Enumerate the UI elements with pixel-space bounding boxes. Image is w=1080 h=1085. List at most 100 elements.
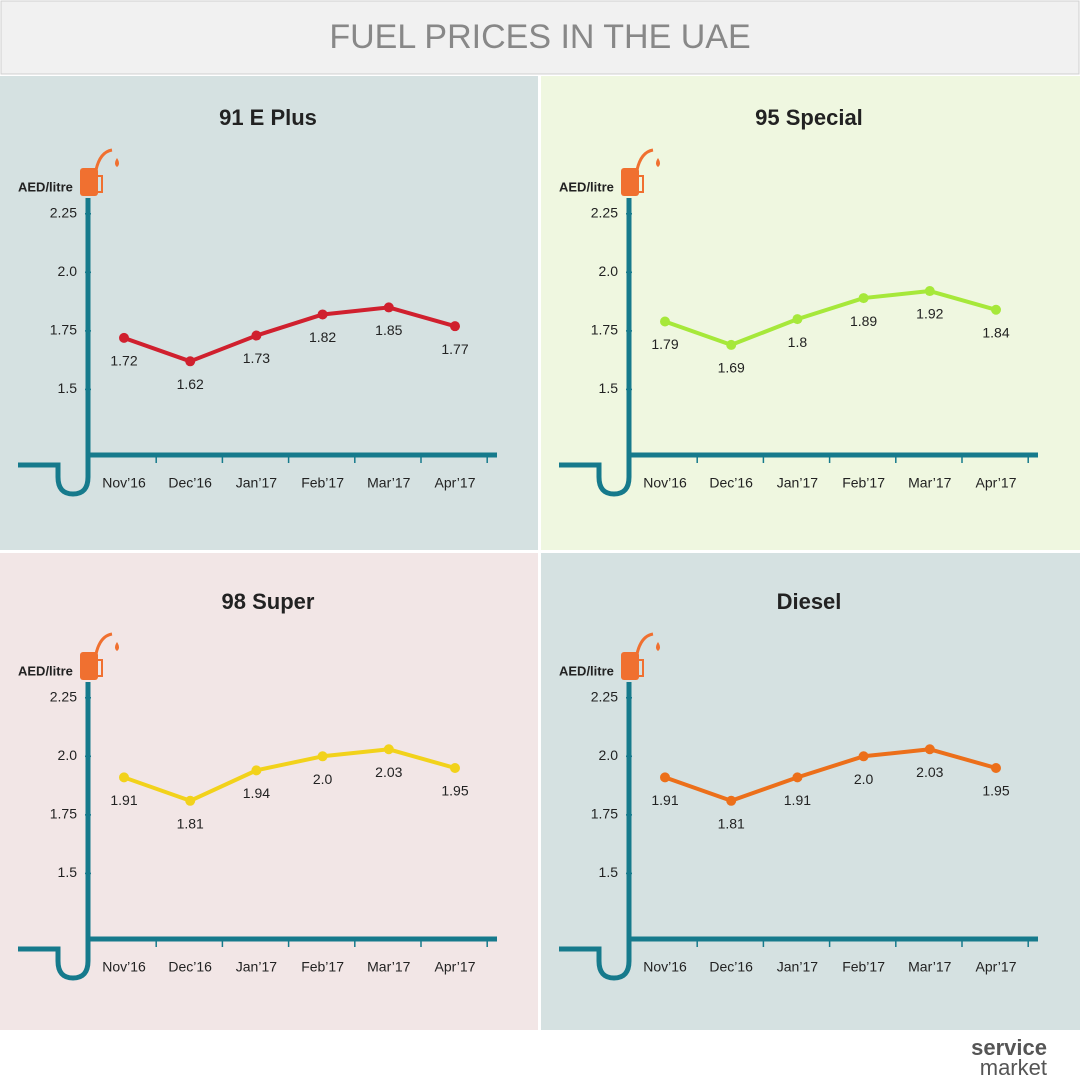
data-label: 2.0 [313, 771, 333, 787]
y-axis-label: AED/litre [559, 179, 614, 194]
data-label: 1.8 [788, 334, 808, 350]
y-axis-label: AED/litre [18, 663, 73, 678]
chart: 91 E Plus AED/litre 1.5 1.75 2.0 2.25 1.72 Nov’… [18, 105, 497, 497]
data-point [660, 316, 670, 327]
pump-handle [94, 175, 103, 193]
data-point [119, 772, 129, 783]
y-tick-label: 1.75 [591, 806, 618, 822]
data-label: 1.84 [982, 324, 1009, 340]
y-tick-label: 2.0 [58, 747, 78, 763]
chart-title: 95 Special [755, 105, 863, 130]
page-title: FUEL PRICES IN THE UAE [329, 18, 750, 56]
header [0, 0, 1080, 75]
x-tick-label: Dec’16 [168, 475, 212, 491]
data-point [726, 795, 737, 806]
x-tick-label: Apr’17 [435, 475, 476, 491]
data-point [858, 751, 869, 762]
data-point [924, 744, 935, 755]
data-label: 2.03 [916, 764, 943, 780]
chart-title: 91 E Plus [219, 105, 317, 130]
data-point [858, 293, 869, 304]
x-tick-label: Mar’17 [367, 959, 411, 975]
data-label: 1.85 [375, 322, 402, 338]
y-tick-label: 2.0 [599, 263, 619, 279]
pump-handle [94, 659, 103, 677]
data-point [792, 314, 803, 325]
y-tick-label: 2.0 [599, 747, 619, 763]
pump-hose [635, 632, 654, 655]
x-tick-label: Nov’16 [102, 475, 146, 491]
data-point [726, 339, 737, 350]
data-point [185, 795, 196, 806]
data-label: 1.91 [651, 792, 678, 808]
x-tick-label: Jan’17 [236, 959, 277, 975]
y-axis-label: AED/litre [18, 179, 73, 194]
x-tick-label: Apr’17 [976, 959, 1017, 975]
x-tick-label: Apr’17 [976, 475, 1017, 491]
pump-nozzle [80, 168, 98, 196]
data-point [119, 332, 129, 343]
x-tick-label: Feb’17 [842, 475, 885, 491]
data-label: 1.69 [718, 360, 745, 376]
data-label: 1.77 [441, 341, 468, 357]
data-label: 1.73 [243, 350, 270, 366]
chart-title: 98 Super [222, 589, 315, 614]
data-point [450, 321, 460, 332]
data-label: 1.94 [243, 785, 270, 801]
data-point [383, 302, 394, 313]
y-tick-label: 1.5 [599, 380, 619, 396]
data-label: 1.82 [309, 329, 336, 345]
x-tick-label: Feb’17 [301, 959, 344, 975]
data-label: 1.72 [110, 353, 137, 369]
data-label: 1.95 [441, 783, 468, 799]
y-tick-label: 1.5 [599, 864, 619, 880]
y-tick-label: 1.75 [50, 806, 77, 822]
data-label: 1.81 [177, 816, 204, 832]
x-tick-label: Jan’17 [777, 959, 818, 975]
y-tick-label: 1.75 [591, 322, 618, 338]
data-label: 2.0 [854, 771, 874, 787]
y-tick-label: 2.0 [58, 263, 78, 279]
x-tick-label: Nov’16 [643, 475, 687, 491]
x-tick-label: Feb’17 [842, 959, 885, 975]
chart: 95 Special AED/litre 1.5 1.75 2.0 2.25 1.79 Nov… [559, 105, 1038, 497]
pump-nozzle [80, 652, 98, 680]
y-tick-label: 2.25 [591, 204, 618, 220]
x-tick-label: Dec’16 [168, 959, 212, 975]
fuel-drop [656, 158, 660, 167]
pipe [18, 455, 91, 497]
data-label: 1.79 [651, 336, 678, 352]
pipe [559, 455, 632, 497]
pipe [18, 939, 91, 981]
fuel-drop [656, 642, 660, 651]
data-line [664, 289, 997, 347]
data-point [991, 763, 1001, 774]
data-point [450, 763, 460, 774]
y-tick-label: 2.25 [50, 204, 77, 220]
y-tick-label: 2.25 [50, 688, 77, 704]
x-tick-label: Mar’17 [367, 475, 411, 491]
data-label: 1.92 [916, 306, 943, 322]
fuel-drop [115, 642, 119, 651]
data-line [664, 747, 997, 803]
data-point [251, 765, 262, 776]
pump-hose [94, 148, 113, 171]
x-tick-label: Feb’17 [301, 475, 344, 491]
data-line [123, 747, 456, 803]
data-point [317, 751, 328, 762]
y-tick-label: 1.5 [58, 380, 78, 396]
y-tick-label: 2.25 [591, 688, 618, 704]
y-axis-label: AED/litre [559, 663, 614, 678]
pump-handle [635, 659, 644, 677]
chart: Diesel AED/litre 1.5 1.75 2.0 2.25 1.91 Nov’16 1… [559, 589, 1038, 981]
pump-nozzle [621, 168, 639, 196]
x-tick-label: Apr’17 [435, 959, 476, 975]
chart-title: Diesel [777, 589, 842, 614]
x-tick-label: Nov’16 [643, 959, 687, 975]
data-point [991, 304, 1001, 315]
x-tick-label: Nov’16 [102, 959, 146, 975]
data-label: 1.91 [110, 792, 137, 808]
data-label: 1.62 [177, 376, 204, 392]
